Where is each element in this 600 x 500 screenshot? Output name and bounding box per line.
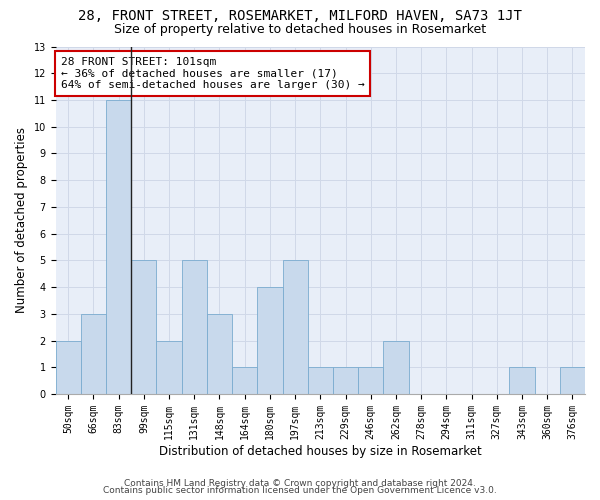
Bar — [81, 314, 106, 394]
Bar — [106, 100, 131, 394]
Bar — [560, 367, 585, 394]
Bar — [182, 260, 207, 394]
Y-axis label: Number of detached properties: Number of detached properties — [15, 127, 28, 313]
Bar — [232, 367, 257, 394]
Bar — [207, 314, 232, 394]
Bar — [333, 367, 358, 394]
Text: Contains HM Land Registry data © Crown copyright and database right 2024.: Contains HM Land Registry data © Crown c… — [124, 478, 476, 488]
X-axis label: Distribution of detached houses by size in Rosemarket: Distribution of detached houses by size … — [159, 444, 482, 458]
Text: 28, FRONT STREET, ROSEMARKET, MILFORD HAVEN, SA73 1JT: 28, FRONT STREET, ROSEMARKET, MILFORD HA… — [78, 9, 522, 23]
Bar — [283, 260, 308, 394]
Bar — [358, 367, 383, 394]
Bar — [157, 340, 182, 394]
Text: 28 FRONT STREET: 101sqm
← 36% of detached houses are smaller (17)
64% of semi-de: 28 FRONT STREET: 101sqm ← 36% of detache… — [61, 57, 365, 90]
Text: Contains public sector information licensed under the Open Government Licence v3: Contains public sector information licen… — [103, 486, 497, 495]
Bar — [131, 260, 157, 394]
Bar — [383, 340, 409, 394]
Bar — [308, 367, 333, 394]
Bar — [257, 287, 283, 394]
Bar — [56, 340, 81, 394]
Text: Size of property relative to detached houses in Rosemarket: Size of property relative to detached ho… — [114, 22, 486, 36]
Bar — [509, 367, 535, 394]
